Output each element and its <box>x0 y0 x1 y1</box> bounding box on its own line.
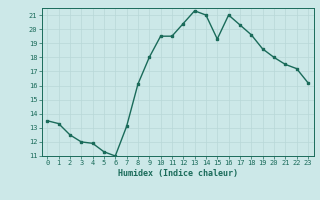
X-axis label: Humidex (Indice chaleur): Humidex (Indice chaleur) <box>118 169 237 178</box>
